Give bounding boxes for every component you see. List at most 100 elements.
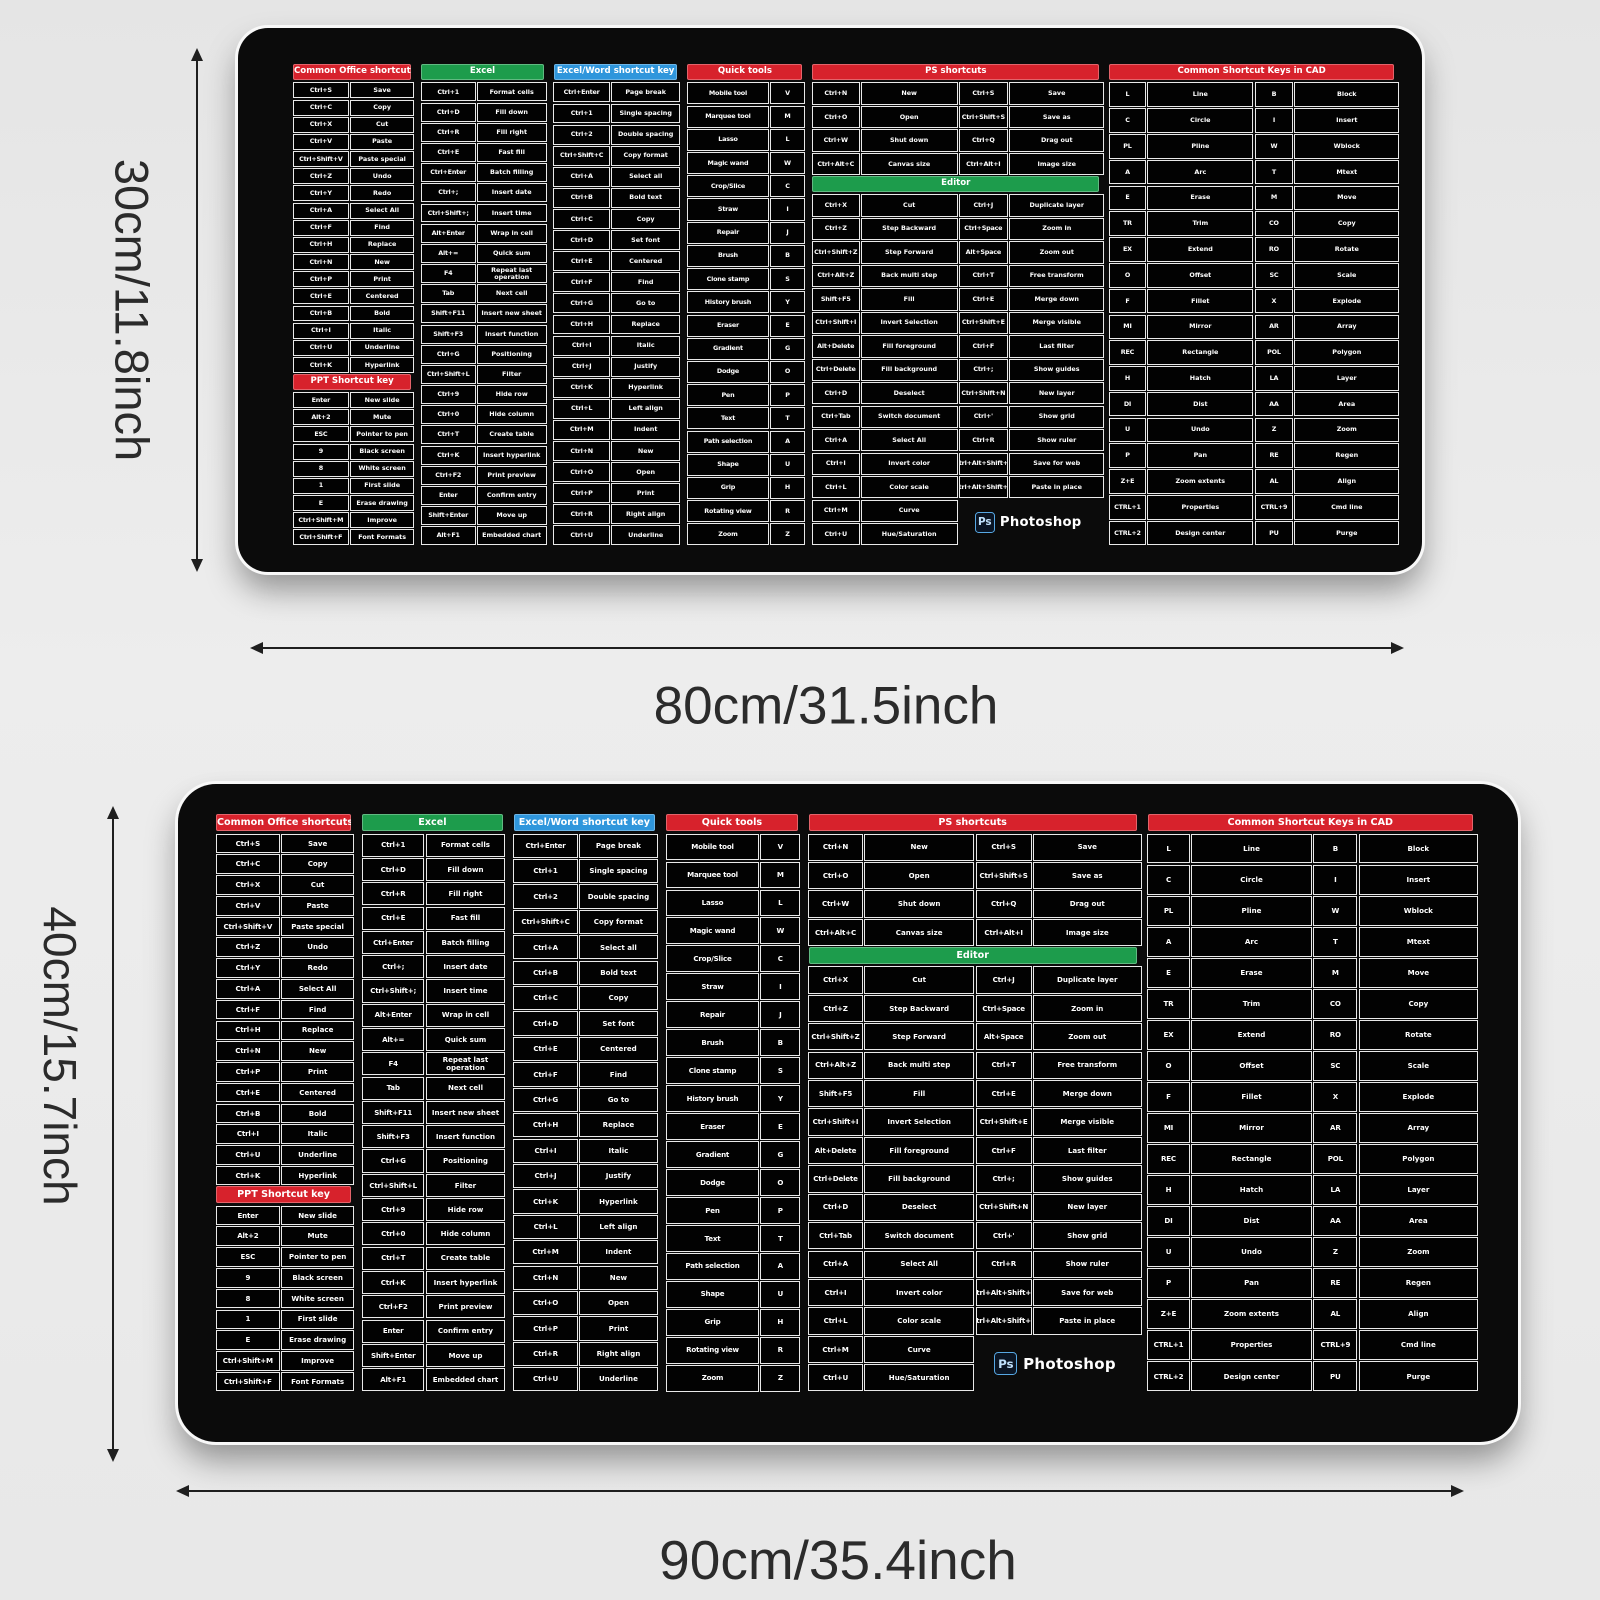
shortcut-row: 8 White screen: [215, 1288, 354, 1309]
action-cell: Area: [1294, 391, 1400, 417]
shortcut-row: Ctrl+N New: [215, 1041, 354, 1062]
ps-header: PS shortcuts: [812, 64, 1100, 80]
column-cad: Common Shortcut Keys in CAD L Line B Block C C…: [1147, 814, 1479, 1392]
ps-editor-header: Editor: [812, 175, 1100, 192]
shortcut-row: Ctrl+X Cut: [215, 875, 354, 896]
action-cell: R: [760, 1336, 801, 1364]
action-cell: Merge down: [1009, 288, 1105, 311]
column-excel: Excel Ctrl+1 Format cells Ctrl+D Fill down Ct…: [361, 814, 506, 1392]
key-cell: Ctrl+D: [361, 857, 425, 882]
action-cell: Invert Selection: [860, 311, 958, 335]
key-cell: Ctrl+Z: [292, 168, 350, 185]
action-cell: I: [760, 973, 801, 1001]
key-cell: Ctrl+Alt+Z: [808, 1051, 863, 1079]
key-cell: Ctrl+K: [361, 1270, 425, 1295]
key-cell: Ctrl+Alt+I: [975, 918, 1032, 947]
key-cell: Ctrl+9: [420, 385, 476, 405]
action-cell: Arc: [1190, 926, 1313, 957]
key-cell: Ctrl+E: [513, 1036, 578, 1062]
action-cell: New slide: [350, 392, 414, 409]
action-cell: Undo: [350, 168, 414, 185]
column-tools: Quick tools Mobile tool V Marquee tool M Lass…: [686, 64, 806, 546]
key-cell: Repair: [687, 221, 769, 244]
top-pad-width-label: 80cm/31.5inch: [653, 676, 999, 736]
key-cell: Shift+Enter: [361, 1343, 425, 1367]
shortcut-row: Alt+= Quick sum: [361, 1027, 506, 1052]
action-cell: Save for web: [1009, 452, 1105, 475]
action-cell: Replace: [281, 1020, 354, 1041]
action-cell: Explode: [1358, 1082, 1479, 1112]
shortcut-row: Dodge O: [686, 360, 806, 383]
shortcut-row: Shift+F11 Insert new sheet: [361, 1100, 506, 1124]
shortcut-row: P Pan RE Regen: [1108, 443, 1400, 469]
shortcut-row: Text T: [665, 1224, 801, 1252]
shortcut-row: Ctrl+F Find: [215, 999, 354, 1020]
key-cell: Ctrl+D: [420, 102, 476, 122]
key-cell: MI: [1147, 1113, 1190, 1143]
key-cell: Ctrl+Shift+M: [215, 1351, 281, 1371]
key-cell: Grip: [687, 476, 769, 499]
mousepad-30x80: Common Office shortcuts Ctrl+S Save Ctrl+C C…: [238, 28, 1422, 572]
action-cell: Repeat last operation: [425, 1052, 506, 1076]
key-cell: Pen: [687, 384, 769, 407]
key-cell: Ctrl+H: [513, 1113, 578, 1138]
ps-editor-table: Ctrl+X Cut Ctrl+J Duplicate layer Ctrl+Z Step…: [811, 194, 1105, 546]
word-table: Ctrl+Enter Page break Ctrl+1 Single spacing…: [553, 82, 681, 546]
shortcut-row: Crop/Slice C: [665, 945, 801, 973]
key-cell: Ctrl+F: [553, 272, 610, 293]
key-cell: H: [1147, 1175, 1190, 1205]
key-cell: TR: [1147, 988, 1190, 1019]
key-cell: Ctrl+M: [553, 419, 610, 440]
key-cell: B: [1254, 82, 1294, 108]
key-cell: Ctrl+X: [808, 966, 863, 994]
action-cell: H: [770, 476, 806, 499]
key-cell: AA: [1254, 391, 1294, 417]
action-cell: Fillet: [1190, 1082, 1313, 1112]
action-cell: Centered: [578, 1036, 658, 1062]
key-cell: Ctrl+L: [553, 398, 610, 419]
action-cell: Fill background: [863, 1165, 975, 1193]
action-cell: Show guides: [1009, 358, 1105, 381]
action-cell: Justify: [578, 1163, 658, 1189]
shortcut-row: Eraser E: [665, 1113, 801, 1141]
key-cell: F4: [420, 264, 476, 283]
key-cell: Ctrl+A: [292, 202, 350, 219]
word-header: Excel/Word shortcut key: [553, 64, 678, 80]
shortcut-row: Ctrl+A Select All: [292, 202, 414, 219]
action-cell: Merge down: [1032, 1080, 1142, 1108]
action-cell: White screen: [350, 460, 414, 477]
action-cell: Back multi step: [863, 1051, 975, 1079]
action-cell: Single spacing: [611, 103, 681, 124]
action-cell: Select all: [578, 935, 658, 960]
shortcut-row: Ctrl+G Positioning: [420, 344, 547, 364]
action-cell: E: [760, 1113, 801, 1140]
key-cell: Ctrl+Alt+Shift+V: [975, 1307, 1032, 1335]
shortcut-row: Brush B: [686, 244, 806, 267]
key-cell: Ctrl+H: [553, 314, 610, 335]
shortcut-row: Ctrl+A Select all: [553, 166, 681, 187]
key-cell: REC: [1147, 1144, 1190, 1174]
key-cell: Ctrl+Shift+M: [292, 512, 350, 529]
action-cell: Trim: [1147, 211, 1254, 236]
key-cell: Ctrl+Shift+F: [215, 1371, 281, 1392]
action-cell: L: [770, 128, 806, 151]
action-cell: Replace: [578, 1113, 658, 1138]
ps-logo-row: Ctrl+M Curve Ctrl+U Hue/Saturation Ps Photosh…: [811, 499, 1100, 546]
action-cell: Merge visible: [1009, 311, 1105, 335]
shortcut-row: Clone stamp S: [686, 268, 806, 291]
key-cell: Ctrl+Shift+L: [420, 364, 476, 384]
key-cell: Ctrl+Shift+E: [958, 311, 1008, 335]
action-cell: Positioning: [476, 344, 547, 364]
action-cell: Cut: [350, 116, 414, 133]
key-cell: Zoom: [665, 1364, 760, 1392]
shortcut-row: Ctrl+I Italic: [292, 322, 414, 339]
shortcut-row: Ctrl+F Find: [513, 1062, 658, 1087]
shortcut-row: Ctrl+0 Hide column: [361, 1222, 506, 1246]
key-cell: 1: [292, 477, 350, 494]
action-cell: Select All: [863, 1250, 975, 1278]
shortcut-row: C Circle I Insert: [1108, 108, 1400, 134]
action-cell: Free transform: [1009, 264, 1105, 288]
office-table: Ctrl+S Save Ctrl+C Copy Ctrl+X Cut Ctrl+V Paste…: [215, 833, 354, 1186]
